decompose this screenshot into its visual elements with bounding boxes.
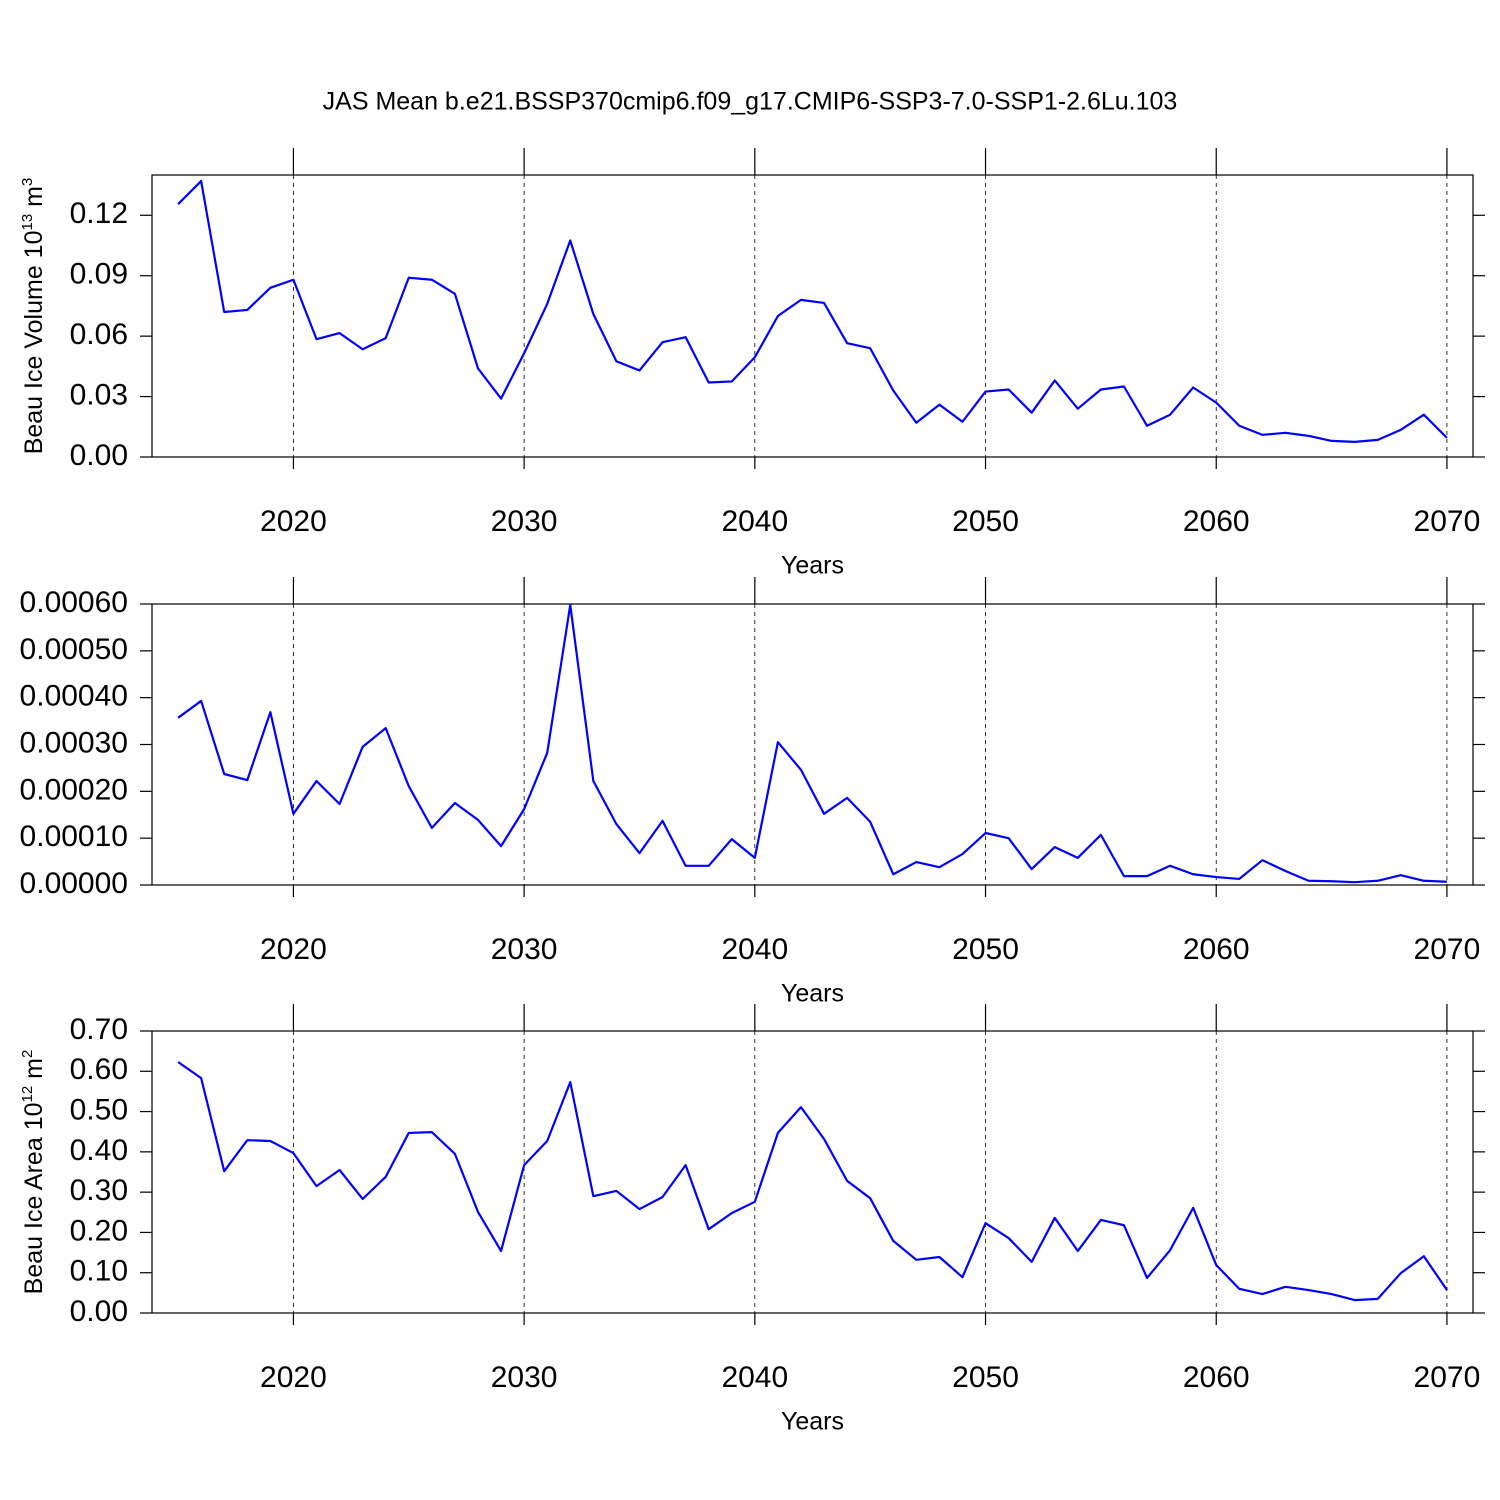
y-tick-label: 0.00 — [70, 1295, 128, 1328]
y-axis-label-text: Beau Ice Area 10 — [20, 1103, 48, 1295]
y-axis-label: Beau Ice Area 1012 m2 — [19, 1050, 48, 1295]
y-tick-label: 0.50 — [70, 1093, 128, 1126]
x-tick-label: 2020 — [260, 933, 327, 966]
y-tick-label: 0.40 — [70, 1134, 128, 1167]
x-tick-label: 2060 — [1183, 505, 1250, 538]
x-tick-label: 2050 — [952, 933, 1019, 966]
plot-frame — [151, 1030, 1474, 1314]
x-tick-label: 2060 — [1183, 933, 1250, 966]
y-axis-label: Beau Ice Volume 1013 m3 — [19, 178, 48, 455]
data-line — [177, 179, 1448, 443]
y-tick-label: 0.00010 — [20, 820, 128, 853]
y-tick-label: 0.70 — [70, 1013, 128, 1046]
x-axis-label: Years — [781, 1408, 844, 1436]
x-tick-label: 2050 — [952, 505, 1019, 538]
x-tick-label: 2030 — [491, 933, 558, 966]
y-axis-label-unit-exponent: 2 — [19, 1050, 36, 1058]
y-axis-label-text: Beau Ice Volume 10 — [20, 231, 48, 455]
panel: 2020 2030 2040 2050 2060 2070 0.00 0.03 0.06 0.09… — [19, 148, 1485, 580]
x-tick-label: 2030 — [491, 505, 558, 538]
x-tick-label: 2070 — [1414, 933, 1481, 966]
plot-frame — [151, 603, 1474, 886]
data-line — [177, 603, 1447, 884]
panel: 2020 2030 2040 2050 2060 2070 0.00000 0.00010 0.… — [20, 577, 1485, 1008]
y-tick-label: 0.00030 — [20, 726, 128, 759]
x-axis-label: Years — [781, 552, 844, 580]
x-tick-label: 2050 — [952, 1361, 1019, 1394]
data-line — [177, 1061, 1448, 1302]
x-tick-label: 2070 — [1414, 505, 1481, 538]
x-tick-label: 2070 — [1414, 1361, 1481, 1394]
y-tick-label: 0.00000 — [20, 867, 128, 900]
y-axis-label-unit: m — [20, 1058, 48, 1086]
y-tick-label: 0.00040 — [20, 680, 128, 713]
figure-title: JAS Mean b.e21.BSSP370cmip6.f09_g17.CMIP… — [323, 88, 1178, 116]
x-tick-label: 2020 — [260, 505, 327, 538]
y-axis-label-unit: m — [20, 186, 48, 214]
y-tick-label: 0.20 — [70, 1214, 128, 1247]
y-tick-label: 0.12 — [70, 197, 128, 230]
x-tick-label: 2040 — [721, 933, 788, 966]
x-tick-label: 2060 — [1183, 1361, 1250, 1394]
x-tick-label: 2040 — [721, 505, 788, 538]
y-axis-label-exponent: 12 — [19, 1086, 36, 1103]
x-axis-label: Years — [781, 980, 844, 1008]
x-tick-label: 2030 — [491, 1361, 558, 1394]
y-tick-label: 0.30 — [70, 1174, 128, 1207]
y-tick-label: 0.60 — [70, 1053, 128, 1086]
y-tick-label: 0.00050 — [20, 633, 128, 666]
plot-frame — [151, 174, 1474, 458]
y-tick-label: 0.10 — [70, 1255, 128, 1288]
y-tick-label: 0.00 — [70, 439, 128, 472]
x-tick-label: 2040 — [721, 1361, 788, 1394]
y-tick-label: 0.06 — [70, 318, 128, 351]
y-tick-label: 0.00020 — [20, 773, 128, 806]
y-axis-label-unit-exponent: 3 — [19, 178, 36, 186]
y-tick-label: 0.00060 — [20, 586, 128, 619]
y-tick-label: 0.09 — [70, 258, 128, 291]
panel: 2020 2030 2040 2050 2060 2070 0.00 0.10 0.20 0.30… — [19, 1004, 1485, 1436]
y-axis-label-exponent: 13 — [19, 214, 36, 231]
x-tick-label: 2020 — [260, 1361, 327, 1394]
y-tick-label: 0.03 — [70, 378, 128, 411]
